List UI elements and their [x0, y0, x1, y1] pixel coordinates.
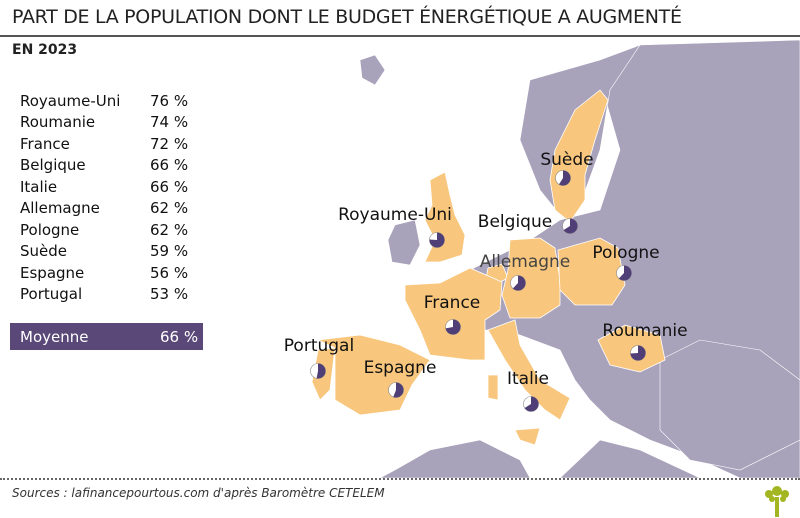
- country-value: 72 %: [150, 134, 189, 153]
- pie-wedge-italie: [524, 396, 539, 412]
- pie-wedge-espagne: [393, 382, 404, 398]
- country-value: 56 %: [150, 263, 189, 282]
- map-label-royaume-uni: Royaume-Uni: [338, 205, 452, 225]
- country-name: Pologne: [20, 220, 80, 239]
- country-value: 74 %: [150, 113, 189, 132]
- country-value: 59 %: [150, 242, 189, 261]
- pie-wedge-roumanie: [630, 345, 646, 361]
- map-label-espagne: Espagne: [363, 358, 437, 378]
- ranking-row: Roumanie 74 %: [20, 112, 188, 134]
- country-value: 66 %: [150, 177, 189, 196]
- country-spain: [316, 334, 431, 416]
- country-france: [404, 267, 503, 361]
- pie-wedge-pologne: [618, 265, 632, 281]
- country-name: Roumanie: [20, 113, 96, 132]
- country-sweden: [549, 89, 609, 223]
- ranking-row: Espagne 56 %: [20, 262, 188, 284]
- map-label-portugal: Portugal: [283, 336, 355, 356]
- ranking-row: Royaume-Uni 76 %: [20, 90, 188, 112]
- ranking-row: Belgique 66 %: [20, 155, 188, 177]
- country-name: Espagne: [20, 263, 85, 282]
- average-value: 66 %: [160, 327, 199, 346]
- country-germany: [501, 237, 561, 319]
- country-poland: [557, 237, 626, 306]
- country-value: 76 %: [150, 91, 189, 110]
- country-name: Allemagne: [20, 199, 100, 218]
- country-italy-sardinia: [487, 374, 499, 401]
- country-name: France: [20, 134, 70, 153]
- ranking-row: Suède 59 %: [20, 241, 188, 263]
- pie-wedge-suède: [558, 170, 571, 186]
- country-name: Suède: [20, 242, 68, 261]
- country-name: Portugal: [20, 285, 83, 304]
- pie-wedge-portugal: [316, 363, 326, 379]
- country-italy: [487, 319, 571, 421]
- pie-wedge-belgique: [563, 218, 578, 234]
- tree-logo-icon: [765, 486, 789, 517]
- pie-wedge-royaume-uni: [429, 232, 445, 248]
- country-name: Italie: [20, 177, 58, 196]
- map-label-france: France: [423, 293, 481, 313]
- ranking-row: Italie 66 %: [20, 176, 188, 198]
- source-text: Sources : lafinancepourtous.com d'après …: [12, 486, 385, 500]
- pie-wedge-allemagne: [512, 275, 526, 291]
- ranking-row: Portugal 53 %: [20, 284, 188, 306]
- map-label-pologne: Pologne: [592, 243, 660, 263]
- average-label: Moyenne: [20, 327, 89, 346]
- ranking-list: Royaume-Uni 76 % Roumanie 74 % France 72 % …: [20, 90, 188, 305]
- ranking-row: Allemagne 62 %: [20, 198, 188, 220]
- country-romania: [597, 324, 666, 373]
- pie-wedge-france: [445, 319, 461, 335]
- country-value: 62 %: [150, 199, 189, 218]
- country-value: 66 %: [150, 156, 189, 175]
- map-label-roumanie: Roumanie: [602, 321, 688, 341]
- country-italy-sicily: [514, 427, 541, 446]
- map-label-suede: Suède: [540, 150, 594, 170]
- ranking-row: Pologne 62 %: [20, 219, 188, 241]
- country-name: Belgique: [20, 156, 86, 175]
- footer-divider: [0, 478, 800, 480]
- country-value: 53 %: [150, 285, 189, 304]
- title-divider: [0, 35, 800, 37]
- country-name: Royaume-Uni: [20, 91, 121, 110]
- map-label-italie: Italie: [506, 369, 550, 389]
- page-title: PART DE LA POPULATION DONT LE BUDGET ÉNE…: [12, 6, 682, 28]
- average-box: Moyenne 66 %: [10, 323, 203, 350]
- country-value: 62 %: [150, 220, 189, 239]
- ranking-row: France 72 %: [20, 133, 188, 155]
- highlighted-countries: [311, 89, 666, 446]
- map-label-allemagne: Allemagne: [479, 252, 571, 272]
- map-label-belgique: Belgique: [477, 212, 553, 232]
- pie-markers: [310, 170, 646, 412]
- subtitle: EN 2023: [12, 42, 78, 58]
